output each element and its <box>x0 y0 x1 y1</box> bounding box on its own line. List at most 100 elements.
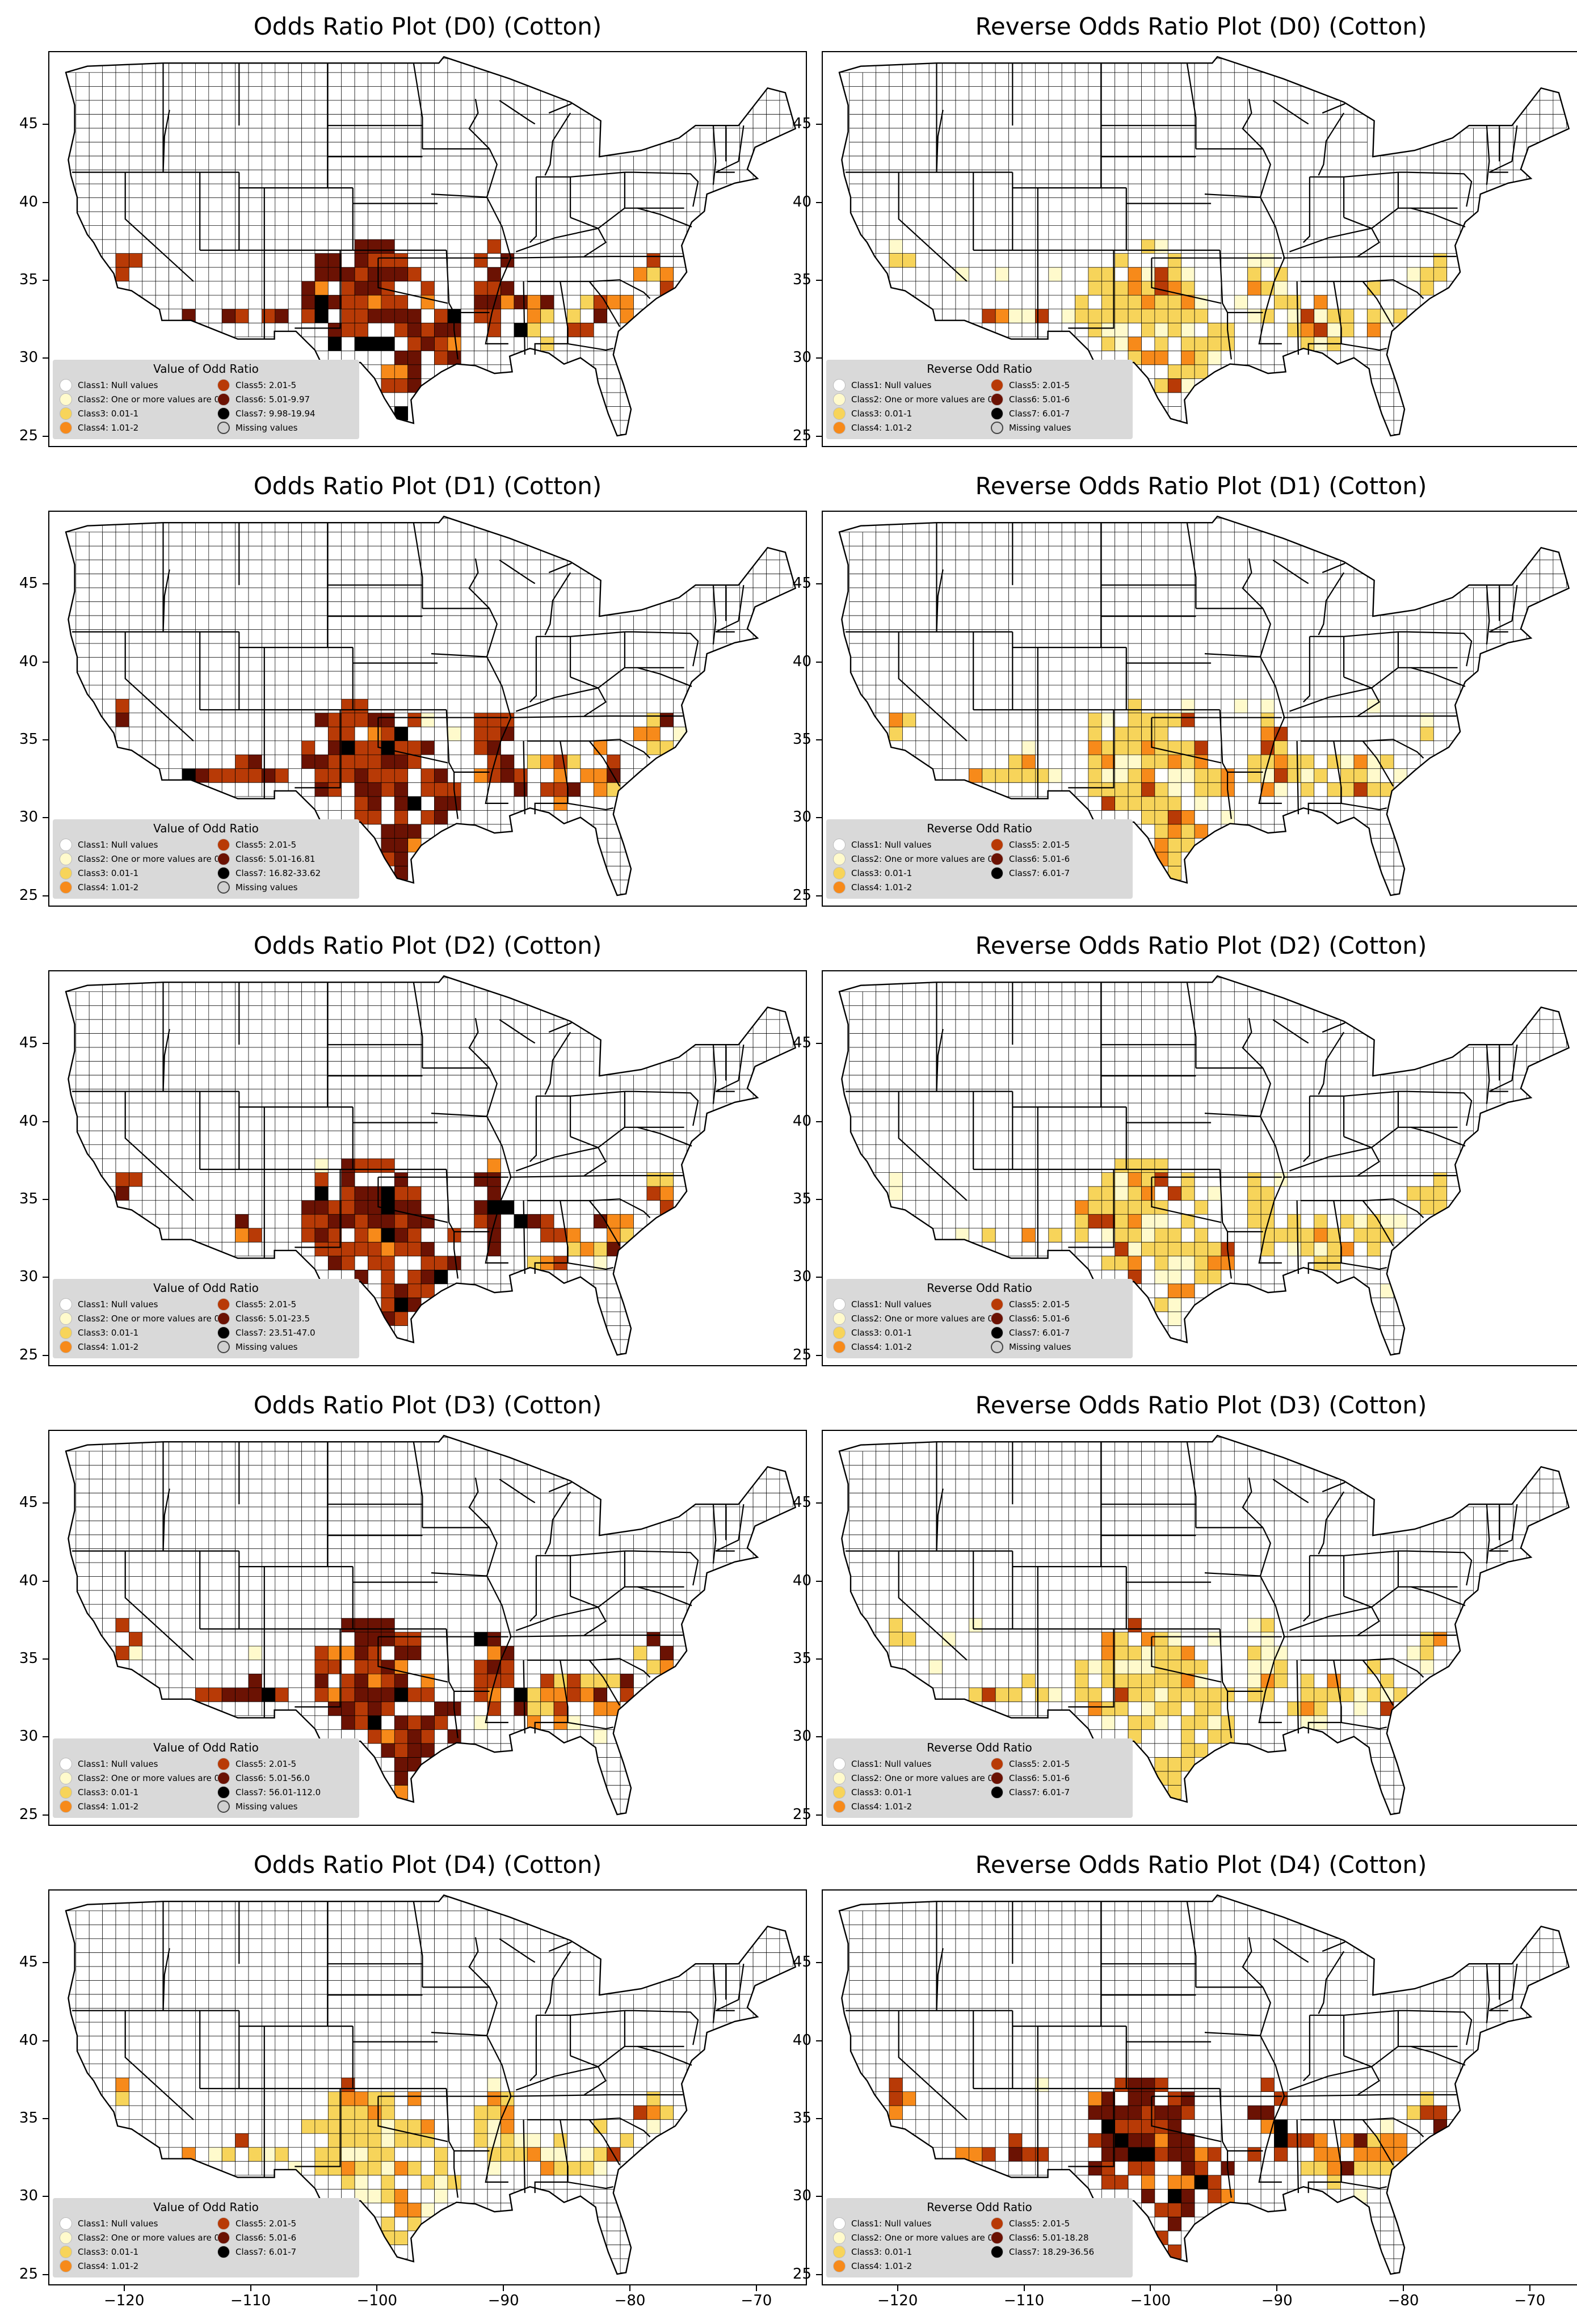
legend-swatch <box>217 1758 230 1770</box>
legend-item: Class3: 0.01-1 <box>60 407 138 420</box>
legend-label: Class3: 0.01-1 <box>78 409 139 419</box>
y-tick-label: 35 <box>19 730 38 748</box>
y-tick-label: 35 <box>19 2109 38 2127</box>
legend-label: Class2: One or more values are 0 <box>851 1773 993 1783</box>
legend-label: Class5: 2.01-5 <box>1009 1759 1070 1769</box>
legend-swatch <box>833 1298 846 1311</box>
y-tick-label: 45 <box>792 1953 811 1971</box>
legend-swatch <box>833 1341 846 1353</box>
legend-item: Class1: Null values <box>60 379 158 391</box>
legend-item: Missing values <box>991 1341 1071 1353</box>
legend-label: Class4: 1.01-2 <box>851 1342 912 1352</box>
legend-item: Class5: 2.01-5 <box>217 839 296 851</box>
legend-item: Class2: One or more values are 0 <box>833 393 993 406</box>
legend-swatch <box>991 839 1003 851</box>
map-frame <box>48 51 807 447</box>
y-tick-mark <box>816 895 822 896</box>
legend-label: Missing values <box>236 423 298 433</box>
y-tick-mark <box>43 2117 48 2119</box>
legend-swatch <box>60 1298 72 1311</box>
panel-title: Reverse Odds Ratio Plot (D1) (Cotton) <box>975 472 1427 500</box>
legend-label: Class1: Null values <box>78 1299 158 1310</box>
y-tick-mark <box>43 2274 48 2275</box>
legend-swatch <box>60 2260 72 2272</box>
y-tick-label: 25 <box>792 1805 811 1823</box>
y-tick-label: 25 <box>19 427 38 444</box>
legend-item: Class5: 2.01-5 <box>991 1758 1070 1770</box>
legend-title: Reverse Odd Ratio <box>927 822 1032 835</box>
legend-label: Class4: 1.01-2 <box>78 882 139 892</box>
legend-item: Class5: 2.01-5 <box>991 379 1070 391</box>
legend-swatch <box>833 2217 846 2230</box>
y-tick-mark <box>816 661 822 663</box>
legend-label: Missing values <box>236 882 298 892</box>
legend-label: Class7: 18.29-36.56 <box>1009 2247 1095 2257</box>
legend-label: Class1: Null values <box>78 2218 158 2229</box>
legend-swatch <box>991 2246 1003 2258</box>
us-county-map <box>65 515 797 896</box>
y-tick-label: 40 <box>19 1112 38 1130</box>
legend-label: Class1: Null values <box>851 840 932 850</box>
y-tick-mark <box>816 817 822 819</box>
legend-label: Class7: 6.01-7 <box>1009 1328 1070 1338</box>
y-tick-mark <box>816 2117 822 2119</box>
y-tick-label: 25 <box>792 1346 811 1363</box>
legend-swatch <box>217 881 230 894</box>
x-tick-label: −100 <box>1130 2292 1171 2309</box>
panel-title: Reverse Odds Ratio Plot (D4) (Cotton) <box>975 1851 1427 1879</box>
legend-swatch <box>833 1772 846 1784</box>
legend-label: Class1: Null values <box>851 1299 932 1310</box>
legend-title: Reverse Odd Ratio <box>927 1741 1032 1754</box>
y-tick-label: 40 <box>19 2031 38 2049</box>
x-tick-mark <box>897 2285 898 2291</box>
legend-label: Class1: Null values <box>851 380 932 390</box>
legend-swatch <box>833 1327 846 1339</box>
y-tick-label: 45 <box>19 1953 38 1971</box>
legend-item: Class7: 16.82-33.62 <box>217 867 321 879</box>
legend-item: Missing values <box>217 1341 298 1353</box>
x-tick-label: −80 <box>614 2292 646 2309</box>
legend-label: Missing values <box>236 1342 298 1352</box>
y-tick-mark <box>43 1354 48 1356</box>
legend-swatch <box>217 2217 230 2230</box>
legend-item: Class2: One or more values are 0 <box>833 853 993 865</box>
map-panel-d2-odds: Odds Ratio Plot (D2) (Cotton) 45 40 35 30 25 V… <box>19 929 807 1366</box>
y-tick-label: 25 <box>792 886 811 904</box>
legend-swatch <box>991 393 1003 406</box>
y-tick-mark <box>43 817 48 819</box>
legend-swatch <box>833 1800 846 1813</box>
us-county-map <box>838 56 1570 437</box>
legend-swatch <box>991 853 1003 865</box>
legend-label: Class3: 0.01-1 <box>78 868 139 878</box>
x-tick-mark <box>376 2285 378 2291</box>
panel-title: Odds Ratio Plot (D0) (Cotton) <box>253 12 602 40</box>
legend-label: Class3: 0.01-1 <box>851 2247 912 2257</box>
legend-label: Class2: One or more values are 0 <box>78 394 220 405</box>
panel-title: Odds Ratio Plot (D4) (Cotton) <box>253 1851 602 1879</box>
legend-label: Class6: 5.01-6 <box>236 2233 297 2243</box>
y-tick-label: 25 <box>19 1346 38 1363</box>
legend-label: Class7: 6.01-7 <box>1009 868 1070 878</box>
legend-label: Class6: 5.01-16.81 <box>236 854 316 864</box>
legend-label: Class1: Null values <box>78 380 158 390</box>
legend-item: Class4: 1.01-2 <box>833 1800 912 1813</box>
legend-label: Missing values <box>1009 1342 1071 1352</box>
legend-label: Class4: 1.01-2 <box>78 423 139 433</box>
panel-title: Reverse Odds Ratio Plot (D0) (Cotton) <box>975 12 1427 40</box>
y-tick-label: 40 <box>19 652 38 670</box>
legend-item: Missing values <box>217 1800 298 1813</box>
y-tick-label: 30 <box>19 1268 38 1286</box>
x-tick-label: −120 <box>103 2292 145 2309</box>
legend-label: Class5: 2.01-5 <box>236 1299 297 1310</box>
legend-item: Class2: One or more values are 0 <box>60 393 220 406</box>
legend-swatch <box>217 867 230 879</box>
legend-swatch <box>217 839 230 851</box>
legend-swatch <box>217 1772 230 1784</box>
y-tick-mark <box>43 1277 48 1278</box>
map-legend: Reverse Odd Ratio Class1: Null values Clas… <box>826 2198 1133 2277</box>
legend-item: Class5: 2.01-5 <box>991 2217 1070 2230</box>
legend-label: Class4: 1.01-2 <box>78 1342 139 1352</box>
y-tick-mark <box>816 201 822 203</box>
legend-swatch <box>60 867 72 879</box>
map-panel-d3-reverse: Reverse Odds Ratio Plot (D3) (Cotton) 45 4… <box>793 1389 1577 1826</box>
